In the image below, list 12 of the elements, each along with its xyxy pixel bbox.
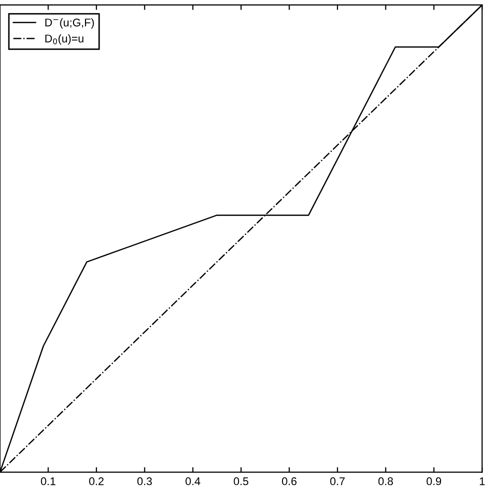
x-tick-label: 0.7 <box>330 477 345 486</box>
x-tick-label: 0.2 <box>89 477 104 486</box>
legend-label: D$_{0}$(u)=u <box>45 34 84 45</box>
x-tick-label: 0.4 <box>186 477 200 486</box>
legend-label: D$^{−}$(u;G,F) <box>45 18 94 29</box>
x-tick-label: 0.1 <box>40 477 56 486</box>
x-tick-label: 1 <box>480 477 485 486</box>
x-tick-label: 0.3 <box>137 477 152 486</box>
x-tick-label: 0.5 <box>234 477 248 486</box>
x-tick-label: 0.9 <box>426 477 442 486</box>
x-tick-label: 0.8 <box>378 477 393 486</box>
x-tick-label: 0.6 <box>282 477 296 486</box>
